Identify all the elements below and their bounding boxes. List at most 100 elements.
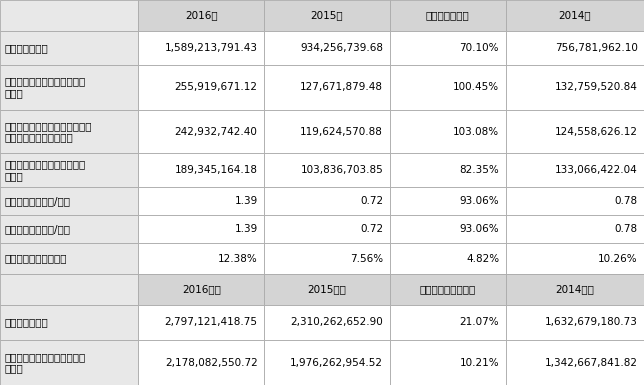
Text: 100.45%: 100.45% <box>453 82 499 92</box>
Bar <box>506 243 644 274</box>
Text: 归属于上市公司股东的扣除非经
常性损益的净利润（元）: 归属于上市公司股东的扣除非经 常性损益的净利润（元） <box>5 121 92 142</box>
Bar <box>506 0 644 31</box>
Text: 经营活动产生的现金流量净额
（元）: 经营活动产生的现金流量净额 （元） <box>5 159 86 181</box>
Bar <box>0 0 138 31</box>
Text: 1,976,262,954.52: 1,976,262,954.52 <box>290 358 383 368</box>
Bar <box>390 31 506 65</box>
Text: 2014年: 2014年 <box>558 10 591 20</box>
Text: 1,632,679,180.73: 1,632,679,180.73 <box>545 318 638 328</box>
Text: 82.35%: 82.35% <box>459 165 499 175</box>
Text: 127,671,879.48: 127,671,879.48 <box>300 82 383 92</box>
Bar <box>138 274 264 305</box>
Bar <box>264 340 390 385</box>
Bar <box>0 31 138 65</box>
Bar <box>0 340 138 385</box>
Bar <box>138 215 264 243</box>
Bar <box>264 153 390 187</box>
Bar <box>264 274 390 305</box>
Text: 0.78: 0.78 <box>614 196 638 206</box>
Text: 255,919,671.12: 255,919,671.12 <box>175 82 258 92</box>
Text: 资产总额（元）: 资产总额（元） <box>5 318 48 328</box>
Text: 2015年末: 2015年末 <box>307 285 346 295</box>
Text: 7.56%: 7.56% <box>350 254 383 264</box>
Bar <box>390 0 506 31</box>
Bar <box>506 215 644 243</box>
Bar <box>506 340 644 385</box>
Text: 0.78: 0.78 <box>614 224 638 234</box>
Bar <box>506 305 644 340</box>
Text: 1,342,667,841.82: 1,342,667,841.82 <box>545 358 638 368</box>
Bar <box>138 0 264 31</box>
Bar <box>0 153 138 187</box>
Text: 2015年: 2015年 <box>310 10 343 20</box>
Text: 营业收入（元）: 营业收入（元） <box>5 43 48 53</box>
Bar <box>264 215 390 243</box>
Bar <box>138 153 264 187</box>
Bar <box>390 243 506 274</box>
Bar <box>138 243 264 274</box>
Bar <box>138 65 264 110</box>
Bar <box>506 187 644 215</box>
Bar <box>390 274 506 305</box>
Bar <box>0 187 138 215</box>
Text: 1.39: 1.39 <box>234 196 258 206</box>
Text: 93.06%: 93.06% <box>459 196 499 206</box>
Text: 93.06%: 93.06% <box>459 224 499 234</box>
Text: 242,932,742.40: 242,932,742.40 <box>175 127 258 137</box>
Bar <box>390 187 506 215</box>
Text: 2014年末: 2014年末 <box>555 285 594 295</box>
Bar <box>390 340 506 385</box>
Text: 本年末比上年末增减: 本年末比上年末增减 <box>419 285 476 295</box>
Bar <box>506 31 644 65</box>
Text: 1.39: 1.39 <box>234 224 258 234</box>
Bar <box>390 153 506 187</box>
Bar <box>138 31 264 65</box>
Bar <box>0 305 138 340</box>
Text: 2,310,262,652.90: 2,310,262,652.90 <box>290 318 383 328</box>
Bar <box>390 110 506 153</box>
Text: 132,759,520.84: 132,759,520.84 <box>554 82 638 92</box>
Text: 2,178,082,550.72: 2,178,082,550.72 <box>165 358 258 368</box>
Bar <box>0 110 138 153</box>
Bar <box>264 305 390 340</box>
Bar <box>264 187 390 215</box>
Text: 103,836,703.85: 103,836,703.85 <box>301 165 383 175</box>
Bar <box>264 65 390 110</box>
Bar <box>138 110 264 153</box>
Text: 70.10%: 70.10% <box>460 43 499 53</box>
Text: 0.72: 0.72 <box>360 224 383 234</box>
Text: 4.82%: 4.82% <box>466 254 499 264</box>
Text: 119,624,570.88: 119,624,570.88 <box>300 127 383 137</box>
Text: 1,589,213,791.43: 1,589,213,791.43 <box>165 43 258 53</box>
Text: 基本每股收益（元/股）: 基本每股收益（元/股） <box>5 196 70 206</box>
Text: 124,558,626.12: 124,558,626.12 <box>554 127 638 137</box>
Text: 加权平均净资产收益率: 加权平均净资产收益率 <box>5 254 67 264</box>
Text: 756,781,962.10: 756,781,962.10 <box>554 43 638 53</box>
Text: 2,797,121,418.75: 2,797,121,418.75 <box>165 318 258 328</box>
Bar <box>506 110 644 153</box>
Text: 2016年末: 2016年末 <box>182 285 221 295</box>
Bar <box>390 65 506 110</box>
Bar <box>390 305 506 340</box>
Text: 10.21%: 10.21% <box>459 358 499 368</box>
Bar <box>264 0 390 31</box>
Bar <box>138 305 264 340</box>
Bar <box>390 215 506 243</box>
Text: 0.72: 0.72 <box>360 196 383 206</box>
Text: 12.38%: 12.38% <box>218 254 258 264</box>
Bar <box>0 65 138 110</box>
Bar <box>138 340 264 385</box>
Text: 10.26%: 10.26% <box>598 254 638 264</box>
Text: 归属于上市公司股东的净利润
（元）: 归属于上市公司股东的净利润 （元） <box>5 77 86 98</box>
Bar <box>264 110 390 153</box>
Bar <box>506 274 644 305</box>
Text: 稀释每股收益（元/股）: 稀释每股收益（元/股） <box>5 224 70 234</box>
Bar <box>138 187 264 215</box>
Bar <box>0 215 138 243</box>
Text: 133,066,422.04: 133,066,422.04 <box>555 165 638 175</box>
Text: 归属于上市公司股东的净资产
（元）: 归属于上市公司股东的净资产 （元） <box>5 352 86 373</box>
Text: 934,256,739.68: 934,256,739.68 <box>300 43 383 53</box>
Text: 189,345,164.18: 189,345,164.18 <box>175 165 258 175</box>
Bar <box>0 243 138 274</box>
Bar <box>0 274 138 305</box>
